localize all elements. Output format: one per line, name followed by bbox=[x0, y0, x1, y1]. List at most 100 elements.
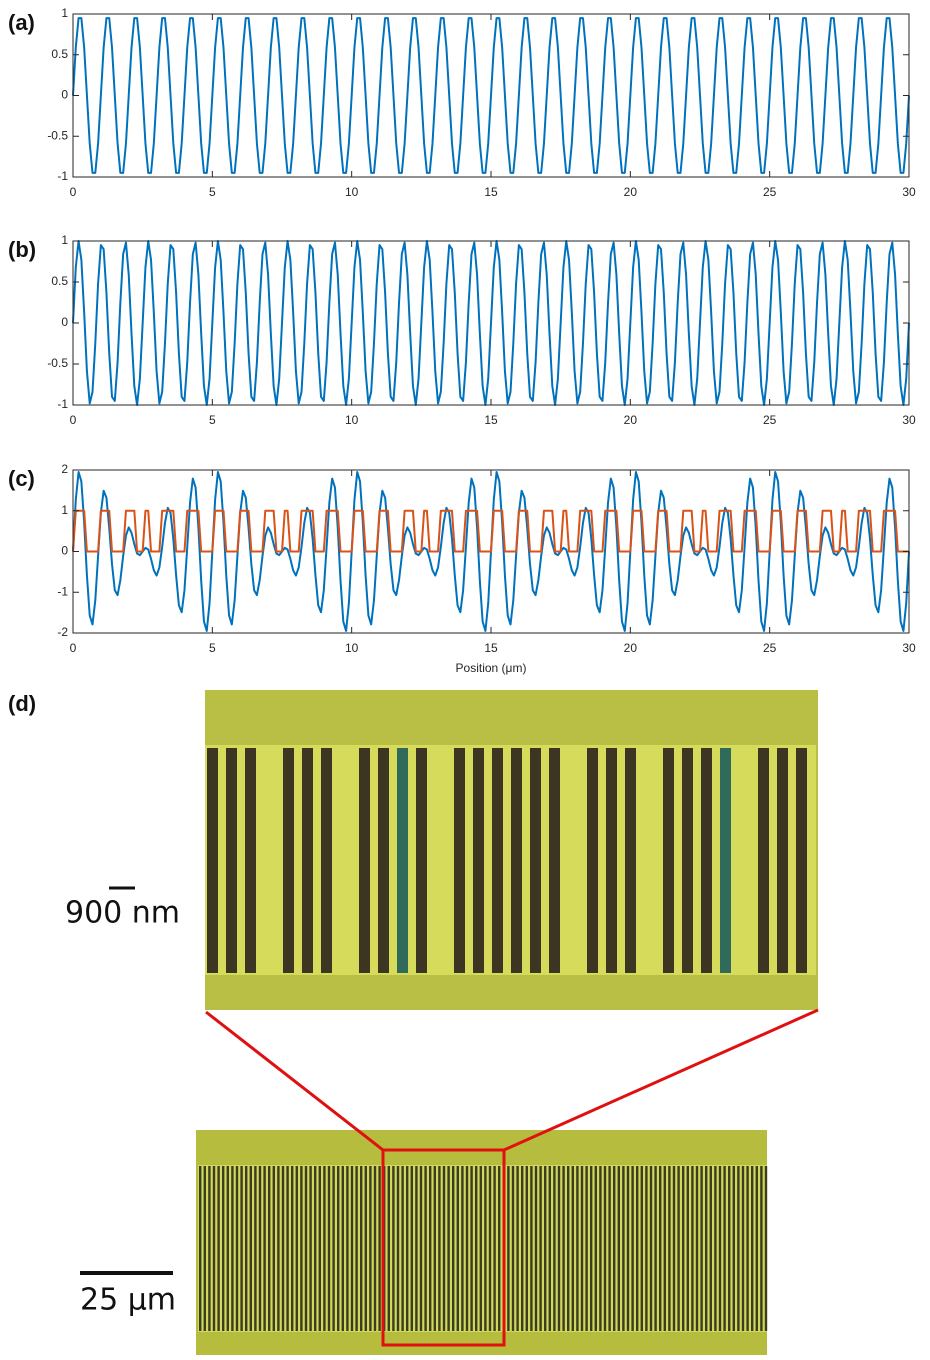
grating-line bbox=[516, 1166, 519, 1331]
x-tick-label: 20 bbox=[624, 641, 638, 655]
x-tick-label: 25 bbox=[763, 413, 777, 427]
grating-line bbox=[764, 1166, 768, 1331]
y-tick-label: 0 bbox=[61, 315, 68, 329]
grating-line bbox=[281, 1166, 285, 1331]
grating-line bbox=[755, 1166, 758, 1331]
grating-line bbox=[691, 1166, 694, 1331]
grating-line bbox=[663, 748, 674, 973]
data-line bbox=[72, 509, 909, 553]
grating-line bbox=[603, 1166, 607, 1331]
grating-line bbox=[580, 1166, 584, 1331]
grating-line bbox=[304, 1166, 308, 1331]
grating-line bbox=[606, 748, 617, 973]
panel-label: (c) bbox=[8, 466, 35, 491]
grating-line bbox=[663, 1166, 666, 1331]
grating-line bbox=[327, 1166, 331, 1331]
grating-line bbox=[701, 748, 712, 973]
grating-line bbox=[562, 1166, 565, 1331]
grating-line bbox=[608, 1166, 611, 1331]
grating-line bbox=[700, 1166, 703, 1331]
grating-line bbox=[302, 748, 313, 973]
y-tick-label: 1 bbox=[61, 6, 68, 20]
data-line bbox=[72, 240, 910, 406]
grating-line bbox=[590, 1166, 593, 1331]
grating-line bbox=[640, 1166, 643, 1331]
grating-line bbox=[625, 748, 636, 973]
grating-line bbox=[507, 1166, 510, 1331]
grating-line bbox=[438, 1166, 441, 1331]
x-tick-label: 25 bbox=[763, 185, 777, 199]
grating-line bbox=[617, 1166, 620, 1331]
grating-line bbox=[350, 1166, 354, 1331]
grating-line bbox=[682, 748, 693, 973]
x-axis-label: Position (μm) bbox=[456, 661, 527, 675]
x-tick-label: 0 bbox=[70, 641, 77, 655]
grating-line bbox=[645, 1166, 648, 1331]
x-tick-label: 0 bbox=[70, 185, 77, 199]
grating-line bbox=[511, 748, 522, 973]
grating-line bbox=[534, 1166, 538, 1331]
grating-line bbox=[720, 748, 731, 973]
y-tick-label: 0 bbox=[61, 544, 68, 558]
grating-line bbox=[254, 1166, 257, 1331]
grating-line bbox=[498, 1166, 501, 1331]
grating-line bbox=[553, 1166, 556, 1331]
x-tick-label: 20 bbox=[624, 413, 638, 427]
x-tick-label: 20 bbox=[624, 185, 638, 199]
grating-line bbox=[447, 1166, 450, 1331]
grating-line bbox=[511, 1166, 515, 1331]
grating-line bbox=[355, 1166, 358, 1331]
grating-line bbox=[283, 748, 294, 973]
grating-line bbox=[387, 1166, 390, 1331]
grating-line bbox=[723, 1166, 726, 1331]
grating-line bbox=[300, 1166, 303, 1331]
grating-line bbox=[479, 1166, 482, 1331]
grating-line bbox=[429, 1166, 432, 1331]
x-tick-label: 30 bbox=[902, 413, 916, 427]
grating-line bbox=[521, 1166, 524, 1331]
zoom-line bbox=[503, 1008, 819, 1152]
grating-line bbox=[341, 1166, 344, 1331]
y-tick-label: -1 bbox=[57, 169, 68, 183]
grating-line bbox=[470, 1166, 473, 1331]
grating-line bbox=[613, 1166, 616, 1331]
grating-line bbox=[245, 1166, 248, 1331]
y-tick-label: 1 bbox=[61, 503, 68, 517]
grating-line bbox=[636, 1166, 639, 1331]
grating-line bbox=[442, 1166, 446, 1331]
y-tick-label: 0.5 bbox=[51, 274, 68, 288]
grating-line bbox=[544, 1166, 547, 1331]
y-tick-label: -0.5 bbox=[47, 356, 68, 370]
grating-line bbox=[549, 748, 560, 973]
grating-line bbox=[199, 1166, 202, 1331]
x-tick-label: 15 bbox=[484, 413, 498, 427]
grating-line bbox=[314, 1166, 317, 1331]
data-line bbox=[72, 17, 910, 174]
grating-line bbox=[728, 1166, 731, 1331]
grating-line bbox=[226, 1166, 229, 1331]
panel-label: (b) bbox=[8, 237, 36, 262]
scale-bar-label: 25 μm bbox=[80, 1283, 176, 1318]
grating-line bbox=[454, 748, 465, 973]
grating-line bbox=[364, 1166, 367, 1331]
grating-line bbox=[337, 1166, 340, 1331]
grating-line bbox=[318, 1166, 321, 1331]
grating-line bbox=[235, 1166, 239, 1331]
grating-line bbox=[369, 1166, 372, 1331]
grating-line bbox=[525, 1166, 528, 1331]
grating-line bbox=[705, 1166, 708, 1331]
y-tick-label: 1 bbox=[61, 233, 68, 247]
grating-line bbox=[272, 1166, 275, 1331]
grating-line bbox=[263, 1166, 266, 1331]
y-tick-label: -1 bbox=[57, 397, 68, 411]
grating-line bbox=[217, 1166, 220, 1331]
zoom-line bbox=[205, 1010, 384, 1152]
grating-line bbox=[415, 1166, 418, 1331]
grating-line bbox=[240, 1166, 243, 1331]
y-tick-label: 2 bbox=[61, 462, 68, 476]
grating-line bbox=[249, 1166, 252, 1331]
grating-line bbox=[493, 1166, 496, 1331]
grating-line bbox=[594, 1166, 597, 1331]
grating-line bbox=[410, 1166, 413, 1331]
grating-line bbox=[530, 1166, 533, 1331]
